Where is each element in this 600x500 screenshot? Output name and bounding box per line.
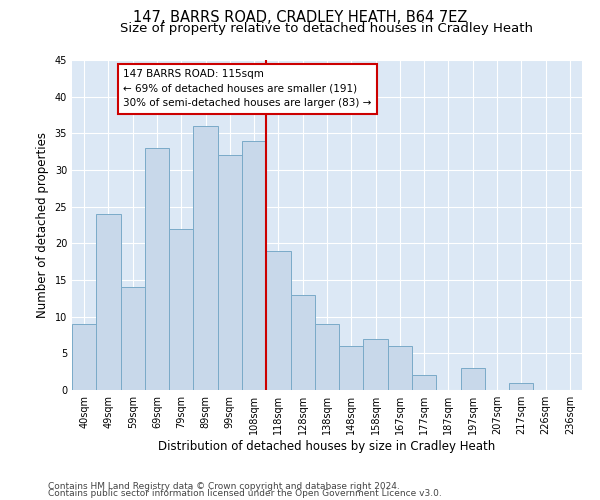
Bar: [169, 228, 193, 390]
Bar: [96, 214, 121, 390]
Bar: [461, 368, 485, 390]
Text: Contains public sector information licensed under the Open Government Licence v3: Contains public sector information licen…: [48, 490, 442, 498]
X-axis label: Distribution of detached houses by size in Cradley Heath: Distribution of detached houses by size …: [158, 440, 496, 453]
Bar: [290, 294, 315, 390]
Bar: [412, 376, 436, 390]
Text: 147 BARRS ROAD: 115sqm
← 69% of detached houses are smaller (191)
30% of semi-de: 147 BARRS ROAD: 115sqm ← 69% of detached…: [123, 69, 371, 108]
Bar: [364, 338, 388, 390]
Bar: [242, 140, 266, 390]
Y-axis label: Number of detached properties: Number of detached properties: [36, 132, 49, 318]
Title: Size of property relative to detached houses in Cradley Heath: Size of property relative to detached ho…: [121, 22, 533, 35]
Bar: [339, 346, 364, 390]
Bar: [388, 346, 412, 390]
Bar: [193, 126, 218, 390]
Bar: [145, 148, 169, 390]
Bar: [315, 324, 339, 390]
Bar: [218, 156, 242, 390]
Bar: [266, 250, 290, 390]
Text: Contains HM Land Registry data © Crown copyright and database right 2024.: Contains HM Land Registry data © Crown c…: [48, 482, 400, 491]
Bar: [509, 382, 533, 390]
Bar: [72, 324, 96, 390]
Bar: [121, 288, 145, 390]
Text: 147, BARRS ROAD, CRADLEY HEATH, B64 7EZ: 147, BARRS ROAD, CRADLEY HEATH, B64 7EZ: [133, 10, 467, 25]
